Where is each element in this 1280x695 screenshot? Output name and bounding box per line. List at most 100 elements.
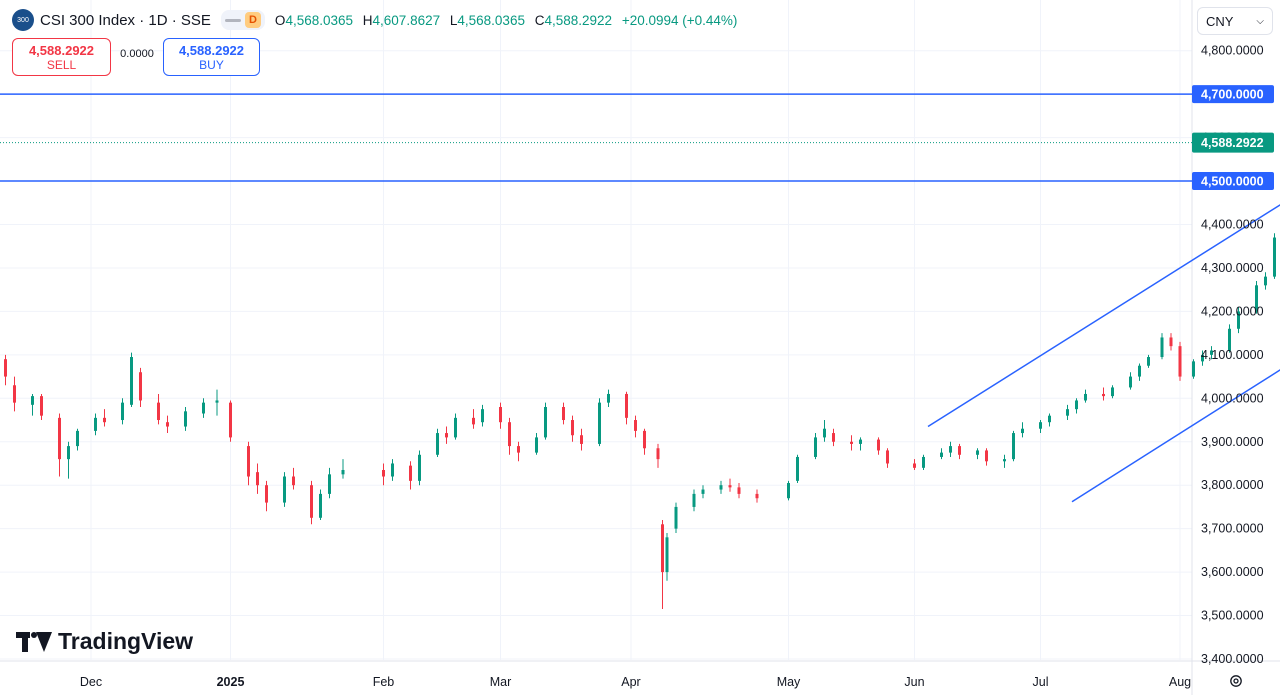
- spread-value: 0.0000: [120, 48, 154, 60]
- candle-body: [728, 485, 732, 488]
- candle-body: [265, 485, 268, 503]
- candle-body: [665, 537, 669, 573]
- close-label: C: [534, 12, 545, 28]
- y-tick-label: 3,600.0000: [1201, 565, 1264, 579]
- candle-body: [157, 402, 160, 421]
- candle-body: [913, 463, 916, 468]
- horizontal-line-price-label: 4,700.0000: [1201, 88, 1264, 102]
- candle-body: [787, 483, 790, 499]
- candle-body: [701, 489, 705, 494]
- candle-body: [976, 450, 979, 455]
- candle-body: [580, 435, 583, 444]
- last-price-tag: [1192, 132, 1274, 153]
- candle-body: [215, 400, 219, 403]
- sell-price: 4,588.2922: [28, 42, 95, 58]
- candle-body: [1201, 354, 1204, 362]
- buy-button[interactable]: 4,588.2922 BUY: [163, 38, 260, 76]
- buy-price: 4,588.2922: [178, 42, 245, 58]
- candle-body: [656, 448, 660, 460]
- candle-body: [283, 476, 286, 503]
- candle-body: [256, 472, 259, 486]
- candle-body: [1075, 400, 1078, 410]
- candle-body: [949, 446, 952, 453]
- y-tick-label: 3,800.0000: [1201, 478, 1264, 492]
- last-price-label: 4,588.2922: [1201, 136, 1264, 150]
- candle-body: [391, 463, 394, 477]
- candle-body: [940, 452, 943, 457]
- candle-body: [1102, 393, 1105, 397]
- candle-body: [985, 450, 988, 462]
- candle-body: [130, 357, 133, 405]
- candle-body: [139, 372, 142, 401]
- x-tick-label: May: [777, 675, 801, 689]
- candle-body: [481, 409, 484, 423]
- candle-body: [922, 456, 925, 468]
- candle-body: [1237, 311, 1240, 329]
- symbol-title[interactable]: CSI 300 Index · 1D · SSE: [40, 11, 211, 29]
- candle-body: [634, 420, 637, 431]
- gear-icon[interactable]: [1228, 673, 1244, 689]
- candle-body: [1066, 409, 1069, 416]
- candle-body: [121, 402, 124, 421]
- candle-body: [1192, 361, 1195, 377]
- x-tick-label: Jul: [1033, 675, 1049, 689]
- y-tick-label: 3,700.0000: [1201, 522, 1264, 536]
- candle-body: [472, 417, 475, 425]
- candle-body: [76, 430, 79, 447]
- candle-body: [1255, 285, 1258, 312]
- candle-body: [454, 417, 457, 438]
- candle-body: [1169, 337, 1173, 347]
- candle-body: [1003, 459, 1006, 462]
- interval-badge: D: [244, 12, 261, 28]
- candle-body: [859, 439, 862, 444]
- y-tick-label: 4,400.0000: [1201, 218, 1264, 232]
- trend-line: [927, 204, 1280, 428]
- candle-body: [67, 446, 70, 460]
- candle-body: [674, 506, 678, 529]
- x-tick-label: Aug: [1169, 675, 1191, 689]
- candle-body: [319, 493, 322, 518]
- candle-body: [1210, 350, 1213, 355]
- candle-body: [692, 493, 696, 507]
- candle-body: [1228, 328, 1231, 351]
- x-tick-label: 2025: [217, 675, 245, 689]
- candle-body: [1264, 276, 1267, 286]
- candle-body: [877, 439, 880, 451]
- candle-body: [814, 437, 817, 457]
- open-value: 4,568.0365: [285, 12, 354, 28]
- chevron-down-icon: ⌵: [1256, 15, 1264, 27]
- candle-body: [1039, 422, 1042, 429]
- candle-body: [1012, 433, 1015, 460]
- symbol-logo-icon: 300: [12, 9, 34, 31]
- tradingview-watermark[interactable]: TradingView: [16, 628, 193, 655]
- candle-body: [517, 446, 520, 453]
- candle-body: [409, 465, 412, 481]
- candle-body: [499, 406, 502, 423]
- candle-body: [1084, 393, 1087, 401]
- candle-body: [94, 417, 97, 431]
- candle-body: [341, 469, 345, 475]
- candle-body: [1138, 365, 1141, 377]
- sell-label: SELL: [46, 57, 77, 72]
- candle-body: [544, 406, 547, 438]
- buy-label: BUY: [199, 57, 224, 72]
- market-status-pill[interactable]: D: [220, 10, 265, 30]
- x-tick-label: Mar: [490, 675, 512, 689]
- sell-button[interactable]: 4,588.2922 SELL: [12, 38, 111, 76]
- candle-body: [823, 428, 826, 438]
- candle-body: [418, 454, 421, 481]
- candle-body: [1178, 346, 1182, 377]
- candle-body: [598, 402, 601, 444]
- y-tick-label: 4,800.0000: [1201, 44, 1264, 58]
- x-tick-label: Dec: [80, 675, 102, 689]
- candle-body: [508, 422, 511, 447]
- candle-body: [850, 441, 853, 444]
- candle-body: [202, 402, 205, 414]
- candle-body: [796, 456, 799, 481]
- high-value: 4,607.8627: [372, 12, 441, 28]
- trend-line: [1071, 369, 1280, 503]
- currency-select[interactable]: CNY ⌵: [1197, 7, 1273, 35]
- candle-body: [958, 446, 961, 455]
- candle-body: [562, 406, 565, 421]
